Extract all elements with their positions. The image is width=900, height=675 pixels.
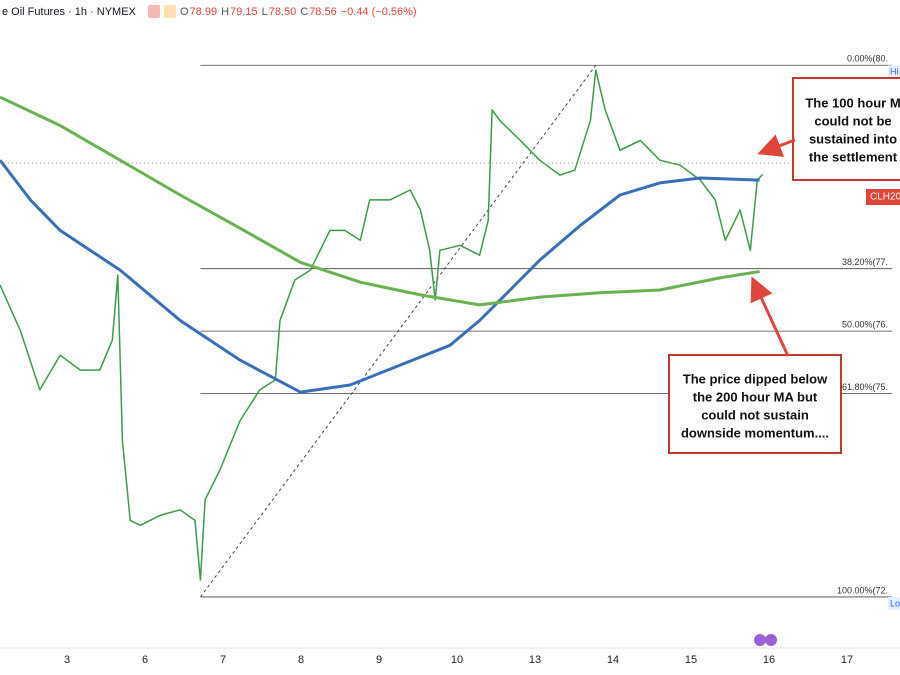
x-tick-label: 15: [685, 654, 697, 666]
fib-label: 100.00%(72.: [837, 585, 888, 595]
ohlc-value: 79.15: [230, 6, 258, 18]
annotation-text: sustained into: [809, 131, 897, 146]
annotation-text: the settlement: [809, 149, 898, 164]
ohlc-value: 78.99: [190, 6, 218, 18]
fib-label: 0.00%(80.: [847, 54, 888, 64]
x-tick-label: 17: [841, 654, 853, 666]
fib-label: 61.80%(75.: [842, 382, 888, 392]
annotation-text: downside momentum....: [681, 425, 829, 440]
fib-label: 50.00%(76.: [842, 319, 888, 329]
series-line: [0, 159, 760, 394]
annotation-text: could not be: [814, 113, 891, 128]
price-tag: CLH20: [870, 192, 900, 203]
price-change: −0.44 (−0.56%): [341, 6, 417, 18]
trendline: [200, 64, 597, 598]
ohlc-value: 78.50: [269, 6, 297, 18]
x-tick-label: 8: [298, 654, 304, 666]
x-tick-label: 6: [142, 654, 148, 666]
x-tick-label: 10: [451, 654, 463, 666]
symbol: e Oil Futures · 1h · NYMEX: [2, 6, 137, 18]
x-tick-label: 3: [64, 654, 70, 666]
ohlc-label: H: [221, 6, 229, 18]
annotation-text: the 200 hour MA but: [693, 389, 818, 404]
fib-label: 38.20%(77.: [842, 257, 888, 267]
annotation-text: The 100 hour M: [805, 95, 900, 110]
plot-area: 0.00%(80.Hi 38.20%(77. 50.00%(76. 61.80%(75…: [0, 54, 900, 610]
x-tick-label: 7: [220, 654, 226, 666]
event-icon: [765, 634, 777, 646]
annotation-arrow: [757, 134, 796, 157]
series-line: [0, 95, 760, 307]
header: e Oil Futures · 1h · NYMEX O 78.99 H 79.15 L…: [2, 5, 417, 18]
ohlc-label: C: [300, 6, 308, 18]
flag-icon: [164, 5, 176, 18]
fib-tag-box: [888, 596, 900, 610]
event-icon: [754, 634, 766, 646]
price-tag-box: [866, 189, 900, 205]
ohlc-value: 78.56: [309, 6, 337, 18]
annotation-box: [668, 354, 842, 454]
annotation-text: The price dipped below: [683, 371, 828, 386]
flag-icon: [148, 5, 160, 18]
ohlc-label: L: [262, 6, 268, 18]
annotation-text: could not sustain: [701, 407, 809, 422]
fib-tag: Lo: [890, 598, 900, 608]
x-tick-label: 16: [763, 654, 775, 666]
annotation-box: [792, 77, 900, 181]
series-line: [0, 69, 764, 581]
x-tick-label: 9: [376, 654, 382, 666]
fib-tag-box: [888, 65, 900, 79]
fib-tag: Hi: [890, 67, 899, 77]
x-tick-label: 14: [607, 654, 619, 666]
ohlc-label: O: [180, 6, 189, 18]
annotation-arrow: [750, 276, 790, 357]
x-tick-label: 13: [529, 654, 541, 666]
